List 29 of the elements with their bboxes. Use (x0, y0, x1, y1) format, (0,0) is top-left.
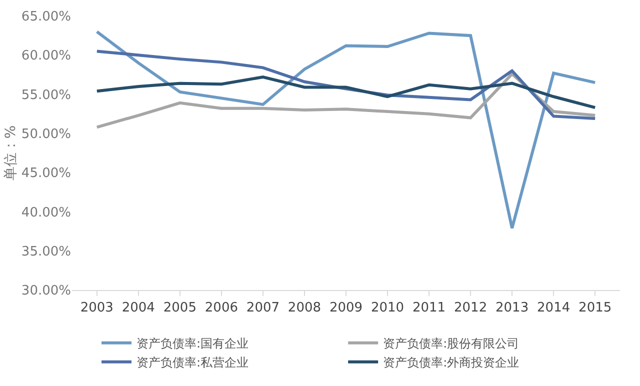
y-tick-label: 40.00% (21, 205, 71, 220)
y-tick-label: 45.00% (21, 166, 71, 182)
x-tick-label: 2008 (288, 300, 322, 316)
line-series (95, 30, 597, 230)
x-tick-label: 2005 (163, 300, 196, 316)
y-tick-label: 35.00% (21, 244, 71, 260)
y-tick-label: 50.00% (21, 126, 71, 142)
x-tick-label: 2003 (80, 300, 114, 316)
y-tick-label: 65.00% (21, 10, 71, 25)
x-tick-label: 2012 (454, 300, 488, 316)
y-tick-label: 60.00% (21, 48, 71, 64)
y-tick-label: 30.00% (21, 284, 71, 299)
x-tick-label: 2007 (246, 300, 280, 316)
line-series (95, 72, 597, 129)
y-axis-title: 单位：% (3, 125, 20, 181)
x-tick-label: 2011 (412, 300, 446, 316)
y-tick-label: 55.00% (21, 88, 71, 103)
x-tick-label: 2009 (329, 300, 363, 316)
x-tick-label: 2004 (122, 300, 155, 316)
x-tick-label: 2015 (578, 300, 612, 316)
legend-label: 资产负债率:外商投资企业 (383, 356, 520, 370)
x-tick-label: 2006 (204, 300, 238, 316)
x-tick-label: 2014 (537, 300, 570, 316)
x-tick-label: 2013 (496, 300, 529, 316)
legend-label: 资产负债率:国有企业 (136, 336, 249, 351)
legend-label: 资产负债率:股份有限公司 (383, 336, 520, 351)
legend-label: 资产负债率:私营企业 (136, 356, 249, 370)
x-tick-label: 2010 (370, 300, 404, 316)
line-series (95, 76, 597, 110)
